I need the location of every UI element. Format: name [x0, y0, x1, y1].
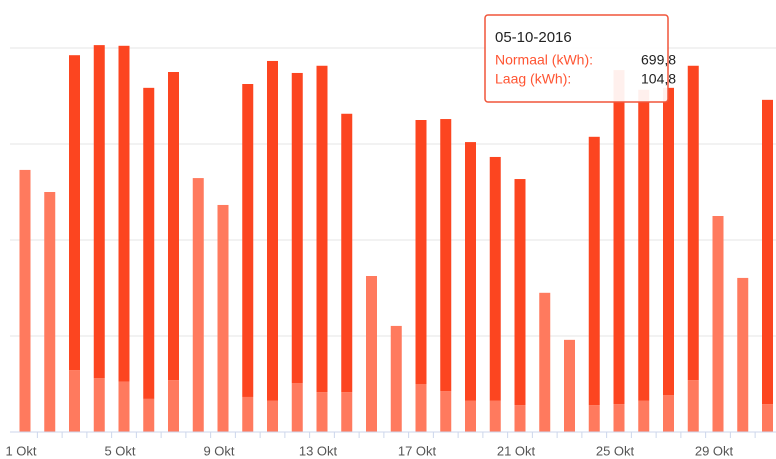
x-tick-label: 21 Okt	[497, 443, 536, 458]
bar-segment	[687, 380, 699, 432]
bar-segment	[242, 84, 254, 397]
x-tick-label: 17 Okt	[398, 443, 437, 458]
bar-segment	[440, 391, 452, 432]
bar-segment	[762, 404, 773, 432]
bar-segment	[118, 381, 130, 432]
bar-segment	[69, 55, 80, 371]
bar-segment	[291, 383, 303, 432]
bar-segment	[588, 405, 600, 432]
bar-segment	[415, 384, 427, 432]
bar-segment	[613, 404, 625, 432]
bar-segment	[613, 70, 625, 405]
bar-segment	[588, 136, 600, 406]
bar-segment	[638, 89, 650, 401]
bar-segment	[267, 400, 278, 432]
bar-segment	[539, 292, 551, 432]
bar-segment	[415, 120, 427, 384]
bar-segment	[687, 65, 699, 381]
x-tick-label: 29 Okt	[695, 443, 734, 458]
bar-segment	[242, 396, 254, 432]
bar-segment	[564, 339, 575, 432]
bar-segment	[465, 142, 476, 401]
bar-segment	[638, 400, 650, 432]
bar-segment	[217, 204, 229, 432]
bar-segment	[514, 179, 526, 406]
bar-segment	[390, 325, 402, 432]
bar-segment	[316, 65, 328, 393]
bar-segment	[762, 99, 773, 405]
tooltip-title: 05-10-2016	[495, 29, 572, 46]
bar-segment	[267, 60, 278, 401]
bar-segment	[168, 72, 179, 381]
tooltip-box	[484, 14, 669, 103]
bars	[19, 45, 773, 433]
bar-segment	[737, 277, 749, 432]
bar-segment	[93, 45, 105, 379]
bar-segment	[168, 380, 179, 432]
bar-segment	[341, 113, 353, 393]
x-tick-label: 25 Okt	[596, 443, 635, 458]
bar-segment	[192, 178, 204, 432]
x-axis-labels: 1 Okt 5 Okt 9 Okt 13 Okt 17 Okt 21 Okt 25 Okt 2…	[5, 432, 756, 458]
bar-segment	[19, 169, 31, 433]
bar-segment	[93, 378, 105, 432]
x-tick-label: 5 Okt	[104, 443, 135, 458]
bar-segment	[489, 400, 501, 432]
bar-segment	[440, 119, 452, 392]
x-tick-label: 1 Okt	[5, 443, 36, 458]
tooltip-value: 104,8	[641, 71, 676, 87]
bar-segment	[143, 87, 155, 399]
tooltip-value: 699,8	[641, 52, 676, 68]
bar-segment	[341, 392, 353, 432]
bar-segment	[118, 45, 130, 382]
bar-segment	[316, 392, 328, 432]
bar-segment	[489, 156, 501, 401]
bar-segment	[663, 395, 674, 432]
x-tick-label: 9 Okt	[203, 443, 234, 458]
bar-segment	[69, 370, 80, 432]
bar-segment	[44, 192, 56, 432]
bar-segment	[663, 87, 674, 396]
bar-segment	[465, 400, 476, 432]
bar-segment	[291, 72, 303, 384]
bar-segment	[514, 405, 526, 432]
tooltip: 05-10-2016 Normaal (kWh): 699,8 Laag (kWh)…	[484, 14, 676, 103]
tooltip-label: Normaal (kWh):	[495, 52, 593, 68]
bar-segment	[143, 398, 155, 432]
x-tick-label: 13 Okt	[299, 443, 338, 458]
bar-segment	[712, 216, 724, 432]
bar-segment	[366, 276, 377, 432]
tooltip-label: Laag (kWh):	[495, 71, 571, 87]
